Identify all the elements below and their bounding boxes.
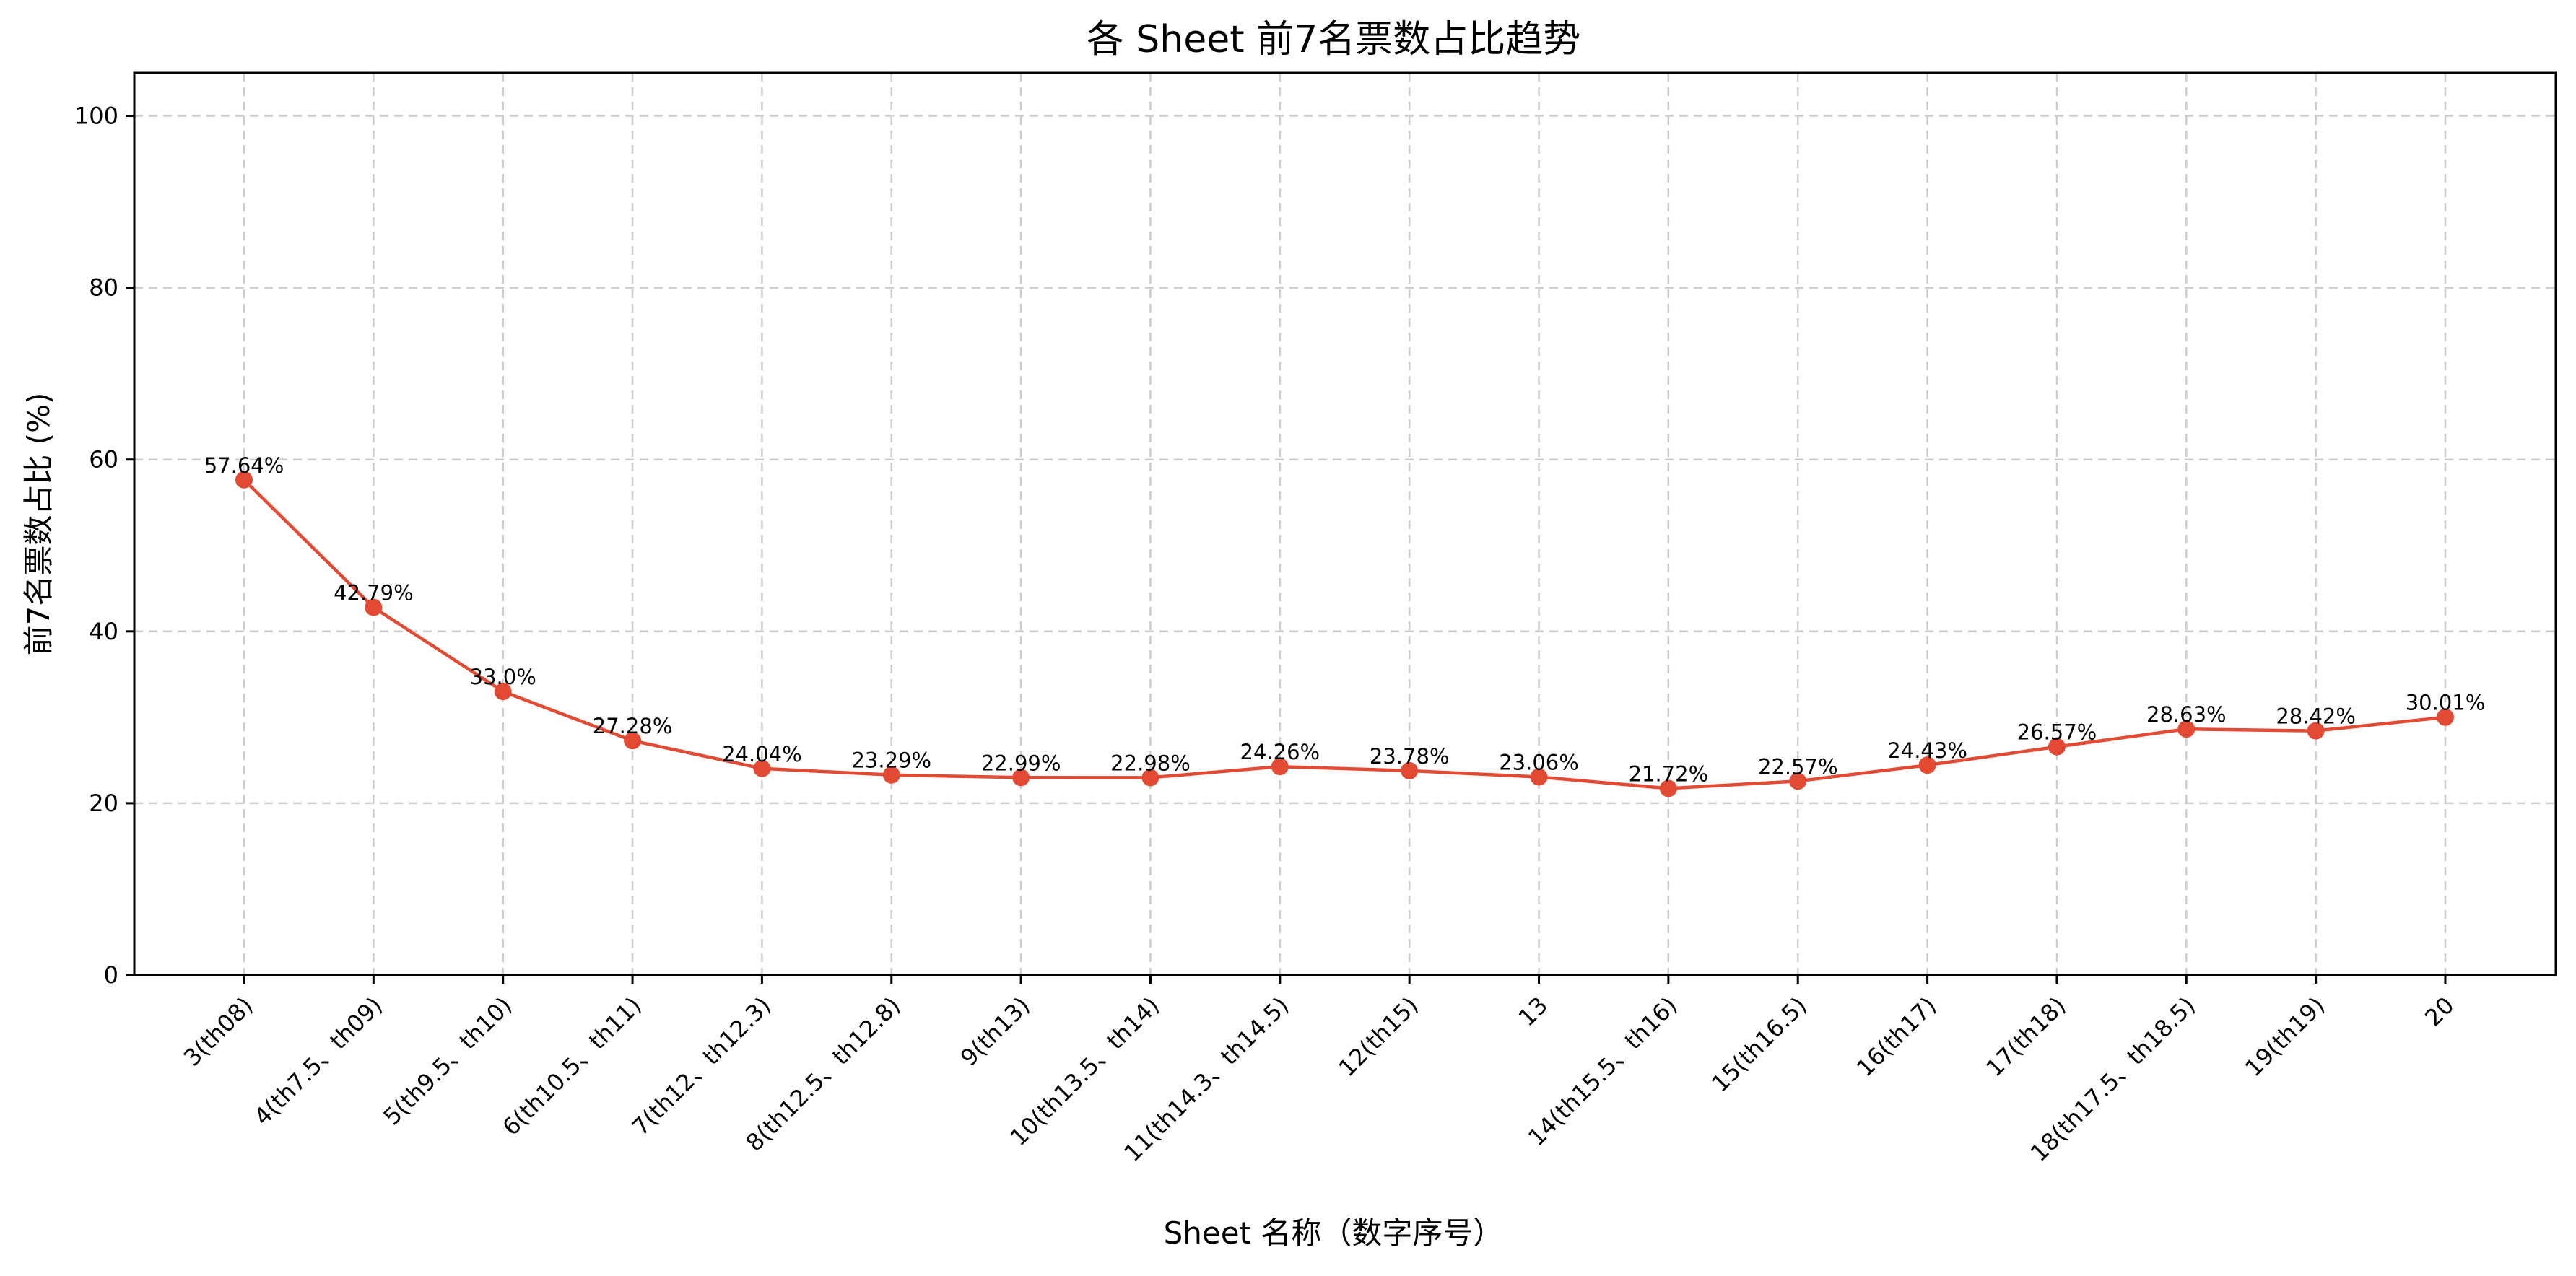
data-label: 23.06%: [1499, 750, 1579, 774]
data-point: [1789, 772, 1807, 790]
data-label: 24.04%: [722, 742, 802, 766]
x-tick-label: 17(th18): [1980, 992, 2071, 1082]
y-tick-label: 100: [74, 102, 118, 130]
x-tick-label: 3(th08): [178, 992, 258, 1072]
x-tick-label: 9(th13): [955, 992, 1035, 1072]
data-point: [1530, 768, 1548, 786]
data-point: [1918, 756, 1936, 774]
data-label: 30.01%: [2406, 691, 2486, 715]
x-axis: 3(th08)4(th7.5、th09)5(th9.5、th10)6(th10.…: [178, 975, 2460, 1167]
x-tick-label: 16(th17): [1851, 992, 1941, 1082]
x-tick-label: 15(th16.5): [1706, 992, 1812, 1098]
chart-title: 各 Sheet 前7名票数占比趋势: [1087, 18, 1580, 61]
data-label: 24.43%: [1887, 738, 1967, 763]
data-point: [2307, 722, 2325, 740]
data-label: 22.57%: [1758, 754, 1838, 779]
grid: [134, 73, 2556, 976]
x-axis-label: Sheet 名称（数字序号）: [1164, 1215, 1504, 1251]
x-tick-label: 12(th15): [1333, 992, 1424, 1082]
data-label: 28.42%: [2276, 704, 2356, 729]
data-point: [494, 683, 512, 701]
plot-frame: [133, 71, 2557, 976]
y-tick-label: 80: [89, 274, 118, 302]
data-label: 28.63%: [2146, 702, 2227, 727]
data-point: [2177, 720, 2196, 738]
data-point: [235, 471, 253, 489]
data-point: [1659, 779, 1677, 798]
x-tick-label: 5(th9.5、th10): [378, 992, 518, 1131]
data-label: 22.99%: [981, 751, 1061, 775]
data-point: [2437, 708, 2454, 726]
data-label: 33.0%: [470, 665, 536, 689]
data-point: [1141, 769, 1159, 787]
data-label: 27.28%: [593, 714, 673, 738]
series-markers: [235, 471, 2454, 798]
x-tick-label: 4(th7.5、th09): [248, 992, 388, 1131]
x-tick-label: 19(th19): [2240, 992, 2330, 1082]
data-point: [1401, 761, 1419, 779]
y-axis: 0 20 40 60 80 100: [74, 102, 134, 989]
data-label: 23.29%: [851, 748, 931, 773]
data-point: [624, 732, 642, 750]
data-point: [1271, 758, 1289, 776]
x-tick-label: 20: [2419, 992, 2460, 1032]
y-tick-label: 20: [89, 790, 118, 817]
data-label: 22.98%: [1110, 751, 1191, 775]
data-point: [882, 766, 900, 784]
data-label: 57.64%: [204, 453, 284, 478]
data-labels: 57.64% 42.79% 33.0% 27.28% 24.04% 23.29% 22.99…: [204, 453, 2486, 787]
data-label: 21.72%: [1629, 761, 1709, 786]
x-tick-label: 6(th10.5、th11): [497, 992, 647, 1141]
x-tick-label: 7(th12、th12.3): [627, 992, 776, 1141]
y-axis-label: 前7名票数占比 (%): [21, 393, 56, 656]
y-tick-label: 60: [89, 446, 118, 473]
y-tick-label: 40: [89, 618, 118, 645]
data-point: [2048, 738, 2066, 756]
data-point: [1012, 769, 1030, 787]
data-point: [753, 759, 771, 777]
series-line: [243, 478, 2446, 790]
data-label: 42.79%: [334, 581, 414, 606]
data-point: [365, 598, 383, 616]
data-label: 23.78%: [1370, 744, 1450, 769]
y-tick-label: 0: [104, 961, 118, 989]
data-label: 26.57%: [2017, 720, 2097, 745]
data-label: 24.26%: [1240, 740, 1320, 764]
x-tick-label: 13: [1513, 992, 1554, 1032]
